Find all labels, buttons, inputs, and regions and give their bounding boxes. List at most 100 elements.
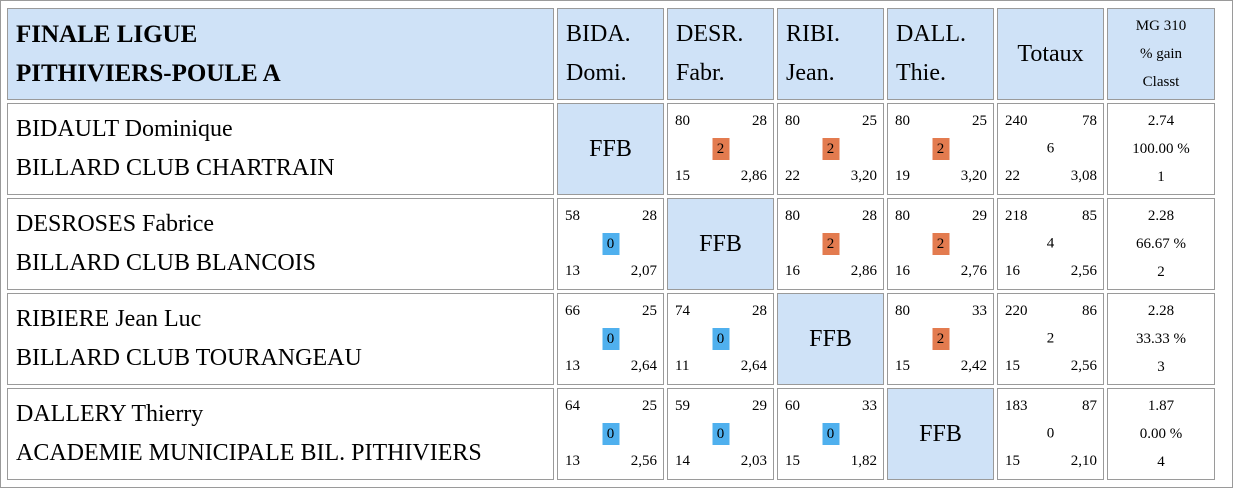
match-serie: 15 (785, 453, 800, 469)
player-club: BILLARD CLUB CHARTRAIN (16, 155, 335, 181)
match-average: 2,86 (850, 263, 877, 279)
match-reprises: 28 (862, 208, 877, 224)
match-points: 80 (675, 113, 690, 129)
player-name: DALLERY Thierry (16, 401, 204, 427)
best-serie: 15 (1005, 453, 1020, 469)
general-average: 2.28 (1147, 303, 1175, 319)
match-points: 80 (785, 113, 800, 129)
best-serie: 22 (1005, 168, 1020, 184)
match-result-badge: 0 (602, 423, 619, 445)
total-average: 2,56 (1070, 358, 1097, 374)
stats-cell: 2.28 66.67 % 2 (1107, 198, 1215, 290)
player-name: RIBIERE Jean Luc (16, 306, 202, 332)
match-serie: 13 (565, 453, 580, 469)
stats-cell: 2.74 100.00 % 1 (1107, 103, 1215, 195)
match-cell: 64 25 0 13 2,56 (557, 388, 664, 480)
match-serie: 11 (675, 358, 690, 374)
match-cell: 80 28 2 15 2,86 (667, 103, 774, 195)
column-header-line-2: Domi. (566, 60, 627, 86)
total-match-points: 6 (1046, 140, 1055, 157)
match-result-badge: 0 (602, 328, 619, 350)
match-cell: 80 25 2 22 3,20 (777, 103, 884, 195)
general-average: 1.87 (1147, 398, 1175, 414)
match-average: 3,20 (960, 168, 987, 184)
totals-cell: 220 86 2 15 2,56 (997, 293, 1104, 385)
win-percentage: 100.00 % (1132, 141, 1190, 157)
column-header-line-2: Fabr. (676, 60, 725, 86)
mg-header: MG 310 % gain Classt (1107, 8, 1215, 100)
match-reprises: 28 (752, 303, 767, 319)
self-match-cell: FFB (667, 198, 774, 290)
match-serie: 15 (895, 358, 910, 374)
totals-header: Totaux (997, 8, 1104, 100)
title-line-1: FINALE LIGUE (16, 21, 198, 48)
column-header-line-1: RIBI. (786, 21, 840, 47)
self-match-cell: FFB (557, 103, 664, 195)
header-row: FINALE LIGUE PITHIVIERS-POULE A BIDA. Do… (7, 8, 1215, 100)
match-reprises: 33 (862, 398, 877, 414)
match-points: 64 (565, 398, 580, 414)
match-average: 2,64 (740, 358, 767, 374)
match-cell: 66 25 0 13 2,64 (557, 293, 664, 385)
total-match-points: 4 (1046, 235, 1055, 252)
match-serie: 13 (565, 263, 580, 279)
match-average: 1,82 (850, 453, 877, 469)
general-average: 2.28 (1147, 208, 1175, 224)
player-row: BIDAULT Dominique BILLARD CLUB CHARTRAIN… (7, 103, 1215, 195)
player-row: DALLERY Thierry ACADEMIE MUNICIPALE BIL.… (7, 388, 1215, 480)
match-reprises: 28 (752, 113, 767, 129)
match-points: 74 (675, 303, 690, 319)
match-result-badge: 2 (932, 138, 949, 160)
match-result-badge: 0 (822, 423, 839, 445)
match-serie: 16 (895, 263, 910, 279)
total-match-points: 0 (1046, 425, 1055, 442)
ranking: 1 (1157, 169, 1165, 185)
column-header-line-1: DESR. (676, 21, 744, 47)
match-serie: 15 (675, 168, 690, 184)
match-average: 2,07 (630, 263, 657, 279)
match-points: 60 (785, 398, 800, 414)
total-reprises: 85 (1082, 208, 1097, 224)
match-average: 2,76 (960, 263, 987, 279)
ranking: 2 (1157, 264, 1165, 280)
player-club: ACADEMIE MUNICIPALE BIL. PITHIVIERS (16, 440, 482, 466)
match-result-badge: 0 (712, 328, 729, 350)
win-percentage: 66.67 % (1136, 236, 1186, 252)
win-percentage: 33.33 % (1136, 331, 1186, 347)
match-reprises: 28 (642, 208, 657, 224)
totals-cell: 218 85 4 16 2,56 (997, 198, 1104, 290)
total-average: 2,56 (1070, 263, 1097, 279)
match-result-badge: 2 (712, 138, 729, 160)
column-header-bida: BIDA. Domi. (557, 8, 664, 100)
match-cell: 60 33 0 15 1,82 (777, 388, 884, 480)
ranking: 3 (1157, 359, 1165, 375)
match-serie: 13 (565, 358, 580, 374)
match-serie: 14 (675, 453, 690, 469)
match-reprises: 25 (642, 303, 657, 319)
competition-title: FINALE LIGUE PITHIVIERS-POULE A (7, 8, 554, 100)
stats-cell: 2.28 33.33 % 3 (1107, 293, 1215, 385)
totals-cell: 240 78 6 22 3,08 (997, 103, 1104, 195)
total-reprises: 87 (1082, 398, 1097, 414)
best-serie: 15 (1005, 358, 1020, 374)
match-serie: 19 (895, 168, 910, 184)
match-reprises: 25 (862, 113, 877, 129)
player-row: RIBIERE Jean Luc BILLARD CLUB TOURANGEAU… (7, 293, 1215, 385)
self-match-cell: FFB (887, 388, 994, 480)
match-average: 2,64 (630, 358, 657, 374)
match-cell: 59 29 0 14 2,03 (667, 388, 774, 480)
player-club: BILLARD CLUB TOURANGEAU (16, 345, 362, 371)
player-cell: DALLERY Thierry ACADEMIE MUNICIPALE BIL.… (7, 388, 554, 480)
poule-results-table: FINALE LIGUE PITHIVIERS-POULE A BIDA. Do… (4, 5, 1218, 483)
total-average: 3,08 (1070, 168, 1097, 184)
match-average: 2,03 (740, 453, 767, 469)
match-cell: 80 33 2 15 2,42 (887, 293, 994, 385)
column-header-dall: DALL. Thie. (887, 8, 994, 100)
match-reprises: 33 (972, 303, 987, 319)
match-serie: 16 (785, 263, 800, 279)
player-name: BIDAULT Dominique (16, 116, 233, 142)
mg-header-line-3: Classt (1142, 74, 1180, 90)
win-percentage: 0.00 % (1139, 426, 1183, 442)
match-result-badge: 0 (602, 233, 619, 255)
